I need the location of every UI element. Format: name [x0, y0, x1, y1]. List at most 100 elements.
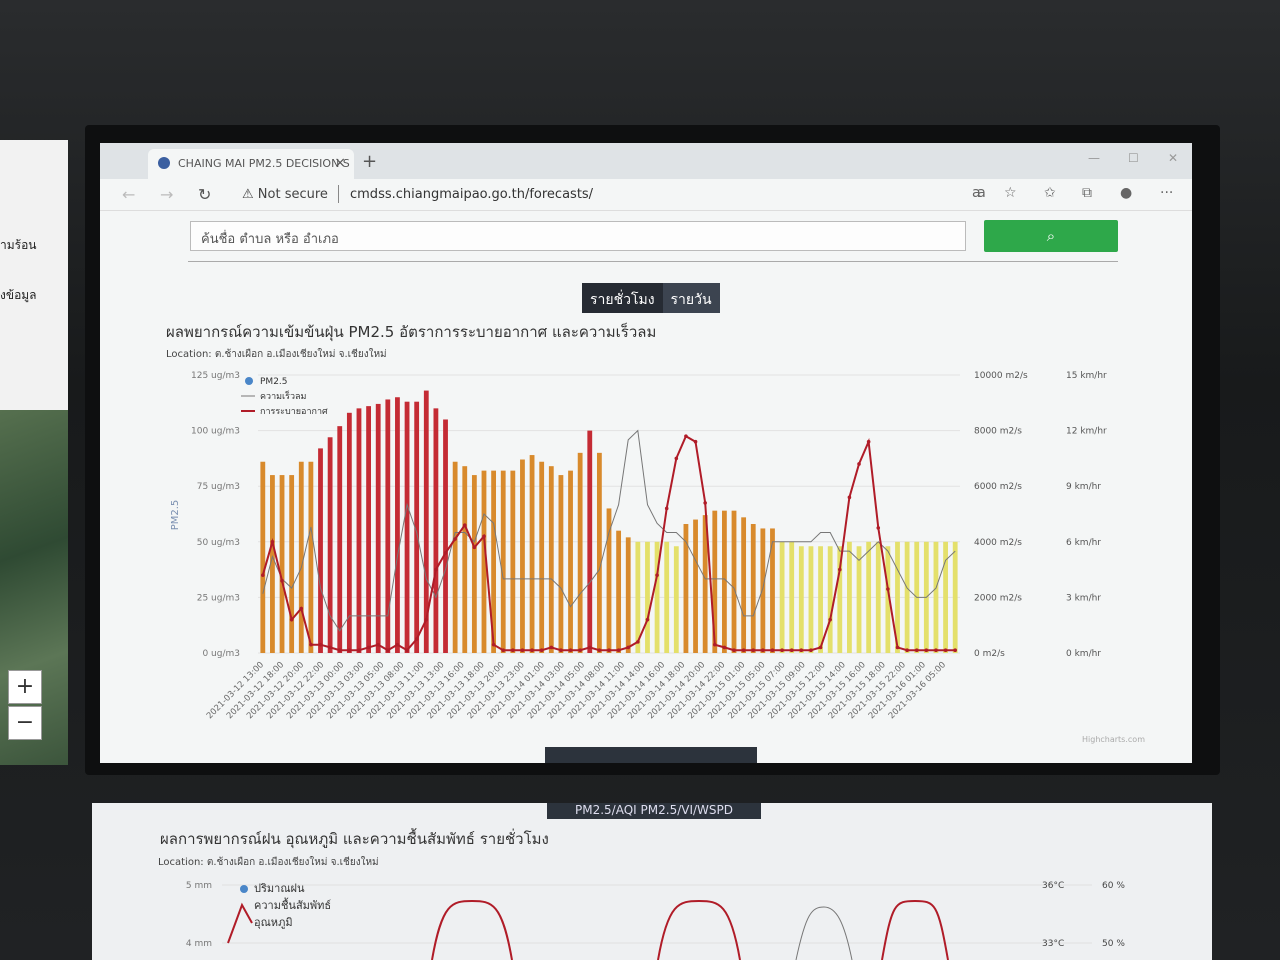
legend-label-2: ปริมาณฝน: [254, 882, 305, 895]
ventilation-point: [597, 648, 602, 653]
temperature-line: [227, 902, 253, 944]
pm25-bar: [471, 475, 477, 653]
lower-monitor: PM2.5/AQI PM2.5/VI/WSPD ผลการพยากรณ์ฝน อ…: [92, 803, 1212, 960]
y-tick-rh: 50 %: [1102, 939, 1125, 949]
browser-tab[interactable]: CHAING MAI PM2.5 DECISION S ×: [148, 149, 354, 179]
ventilation-point: [318, 642, 323, 647]
ventilation-point: [511, 648, 515, 653]
pm25-bar: [404, 401, 410, 653]
highcharts-credit[interactable]: Highcharts.com: [1082, 735, 1145, 744]
ventilation-point: [818, 645, 823, 650]
y-tick-rh: 60 %: [1102, 881, 1125, 891]
pm25-bar: [596, 452, 602, 653]
pm25-bar: [529, 455, 535, 653]
close-window-icon[interactable]: ✕: [1168, 151, 1179, 165]
ventilation-point: [414, 637, 419, 641]
legend-marker-rain: [240, 885, 248, 893]
url-field[interactable]: cmdss.chiangmaipao.go.th/forecasts/: [350, 187, 594, 202]
more-icon[interactable]: ···: [1160, 185, 1174, 201]
ventilation-point: [943, 648, 948, 653]
new-tab-icon[interactable]: +: [362, 151, 378, 172]
pm25-bar: [520, 459, 525, 653]
ventilation-point: [934, 648, 938, 653]
address-separator: [338, 185, 339, 203]
close-tab-icon[interactable]: ×: [334, 155, 346, 171]
ventilation-point: [539, 648, 544, 653]
pm25-bar: [741, 517, 747, 653]
map-view[interactable]: [0, 410, 68, 765]
pm25-bar: [568, 470, 573, 653]
back-icon[interactable]: ←: [122, 185, 136, 204]
security-warning[interactable]: ⚠ Not secure: [242, 187, 328, 202]
pm25-bar: [664, 541, 670, 653]
pm25-bar: [327, 437, 333, 653]
collections-icon[interactable]: ⧉: [1082, 185, 1092, 201]
pm25-bar: [625, 537, 631, 653]
chart-title: ผลพยากรณ์ความเข้มข้นฝุ่น PM2.5 อัตราการร…: [166, 323, 657, 341]
ventilation-point: [664, 506, 669, 511]
tab-pm25-aqi[interactable]: PM2.5/AQI: [575, 803, 637, 817]
weather-chart-location: Location: ต.ช้างเผือก อ.เมืองเชียงใหม่ จ…: [158, 857, 379, 868]
not-secure-label: Not secure: [257, 187, 328, 202]
ventilation-point: [636, 640, 640, 644]
pm25-bar: [510, 470, 516, 653]
pm25-bar: [885, 546, 891, 653]
ventilation-point: [655, 573, 659, 577]
y-axis-label: PM2.5: [170, 500, 181, 531]
ventilation-point: [770, 648, 775, 653]
zoom-in-button[interactable]: +: [8, 670, 42, 704]
temperature-line: [657, 899, 741, 960]
ventilation-point: [386, 648, 390, 653]
ventilation-point: [607, 648, 611, 653]
pm25-bar: [308, 461, 314, 653]
legend-marker-pm25: [245, 377, 253, 385]
ventilation-point: [722, 645, 727, 650]
chart-switch-tabs[interactable]: [545, 747, 757, 763]
pm25-bar: [837, 546, 843, 653]
pm25-bar: [702, 515, 708, 653]
y-tick-ventilation: 10000 m2/s: [974, 371, 1028, 381]
chart-switch-tabs-2[interactable]: PM2.5/AQI PM2.5/VI/WSPD: [547, 803, 761, 819]
toggle-hourly[interactable]: รายชั่วโมง: [582, 283, 663, 313]
ventilation-point: [924, 648, 929, 653]
pm25-bar: [452, 461, 458, 653]
y-tick-temp: 33°C: [1042, 939, 1064, 949]
favicon-icon: [158, 157, 170, 169]
pm25-bar: [462, 466, 468, 653]
forward-icon[interactable]: →: [160, 185, 174, 204]
ventilation-point: [914, 648, 919, 653]
pm25-bar: [798, 546, 804, 653]
profile-icon[interactable]: ●: [1120, 185, 1133, 201]
pm25-bar: [827, 546, 833, 653]
search-icon: ⌕: [1046, 227, 1056, 245]
ventilation-point: [886, 587, 890, 591]
ventilation-point: [703, 501, 707, 505]
minimize-icon[interactable]: —: [1088, 151, 1100, 165]
zoom-out-button[interactable]: −: [8, 706, 42, 740]
reload-icon[interactable]: ↻: [198, 185, 212, 204]
ventilation-point: [645, 617, 650, 622]
pm25-bar: [721, 510, 727, 653]
ventilation-point: [366, 645, 371, 650]
favorites-bar-icon[interactable]: ✩: [1044, 185, 1056, 201]
pm25-chart: 0 ug/m3 25 ug/m3 50 ug/m3 75 ug/m3 100 ug/m3…: [170, 371, 1107, 721]
y-tick-ventilation: 6000 m2/s: [974, 482, 1022, 492]
search-button[interactable]: ⌕: [984, 220, 1118, 252]
ventilation-point: [280, 578, 284, 583]
pm25-bar: [375, 403, 381, 653]
pm25-bar: [558, 475, 564, 653]
toggle-daily[interactable]: รายวัน: [662, 283, 720, 313]
favorite-icon[interactable]: ☆: [1004, 185, 1017, 201]
pm25-bar: [423, 390, 429, 653]
ventilation-point: [337, 648, 342, 653]
pm25-bar: [270, 475, 275, 653]
ventilation-point: [712, 642, 717, 647]
ventilation-point: [876, 526, 881, 530]
tab-pm25-vi-wspd[interactable]: PM2.5/VI/WSPD: [640, 803, 733, 817]
read-aloud-icon[interactable]: ꜳ: [972, 185, 986, 201]
search-input[interactable]: ค้นชื่อ ตำบล หรือ อำเภอ: [190, 221, 966, 251]
maximize-icon[interactable]: ☐: [1128, 151, 1139, 165]
y-tick-ventilation: 8000 m2/s: [974, 427, 1022, 437]
temperature-line: [431, 899, 513, 960]
ventilation-point: [520, 648, 525, 653]
